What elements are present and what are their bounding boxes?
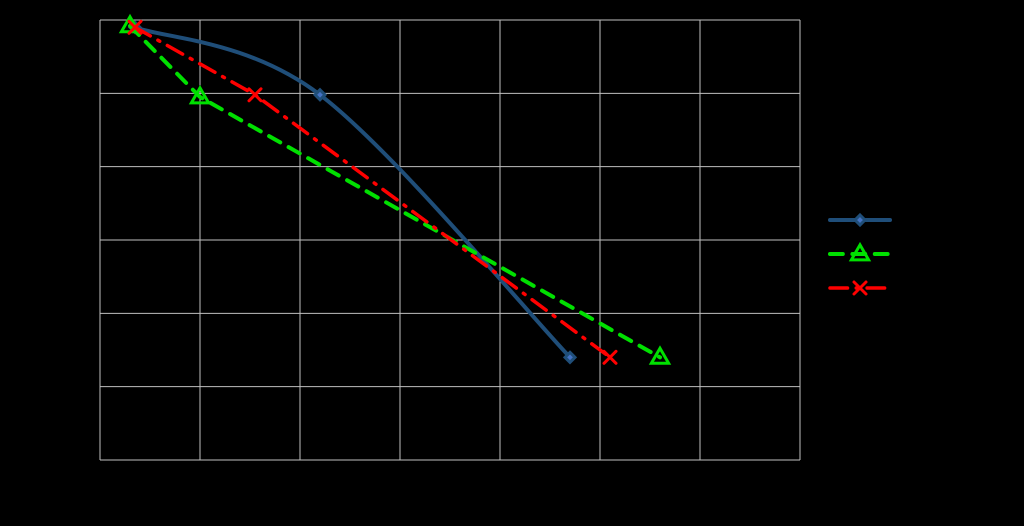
diamond-marker: [315, 90, 325, 100]
diamond-marker: [565, 352, 575, 362]
chart-background: [0, 0, 1024, 526]
diamond-marker: [855, 215, 865, 225]
line-chart: [0, 0, 1024, 526]
